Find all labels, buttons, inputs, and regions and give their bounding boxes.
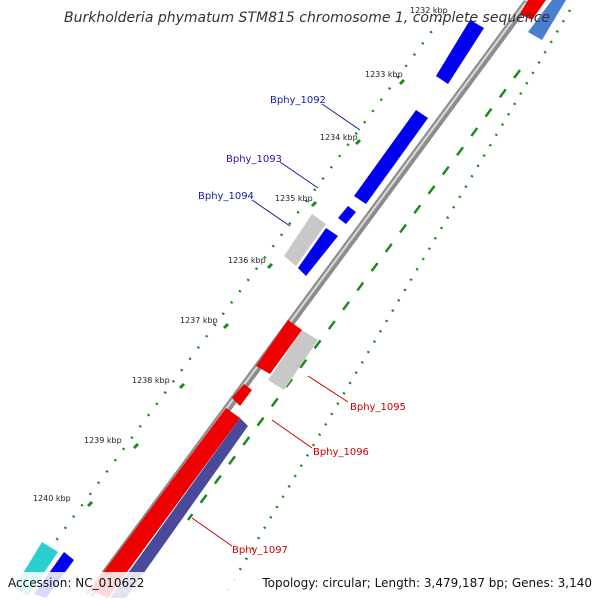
tick-label-1235: 1235 kbp <box>275 194 313 203</box>
tick-label-1233: 1233 kbp <box>365 70 403 79</box>
tick-label-1234: 1234 kbp <box>320 133 358 142</box>
accession-text: Accession: NC_010622 <box>8 576 144 590</box>
gene-feature-bphy-1094[interactable] <box>298 228 338 276</box>
gene-feature-grey-upper[interactable] <box>284 214 326 266</box>
gene-feature-red-upper[interactable] <box>256 320 302 374</box>
gene-label-bphy-1096[interactable]: Bphy_1096 <box>313 447 369 458</box>
gene-label-bphy-1097[interactable]: Bphy_1097 <box>232 545 288 556</box>
tick-label-1236: 1236 kbp <box>228 256 266 265</box>
gene-feature-top-steelblue[interactable] <box>528 0 566 40</box>
gene-feature-bphy-1095[interactable] <box>268 330 318 390</box>
gene-label-bphy-1093[interactable]: Bphy_1093 <box>226 154 282 165</box>
tick-label-1240: 1240 kbp <box>33 494 71 503</box>
tick-label-1239: 1239 kbp <box>84 436 122 445</box>
gene-feature-top-blue[interactable] <box>436 20 484 84</box>
gene-feature-bphy-1096[interactable] <box>232 384 252 406</box>
gene-label-bphy-1095[interactable]: Bphy_1095 <box>350 402 406 413</box>
reverse-features <box>90 0 566 598</box>
outer-tick-ring <box>226 9 572 591</box>
map-title: Burkholderia phymatum STM815 chromosome … <box>64 10 550 26</box>
gene-feature-top-red[interactable] <box>520 0 546 20</box>
tick-label-1232: 1232 kbp <box>410 6 448 15</box>
gene-feature-bphy-1097[interactable] <box>90 408 240 598</box>
gene-feature-bphy-1093[interactable] <box>338 206 356 224</box>
tick-marks <box>86 78 406 508</box>
gene-feature-bphy-1092[interactable] <box>354 110 428 204</box>
tick-label-1237: 1237 kbp <box>180 316 218 325</box>
gene-feature-navy-long[interactable] <box>110 418 248 598</box>
genome-summary-text: Topology: circular; Length: 3,479,187 bp… <box>261 576 592 590</box>
gene-label-bphy-1092[interactable]: Bphy_1092 <box>270 95 326 106</box>
tick-label-1238: 1238 kbp <box>132 376 170 385</box>
gene-label-bphy-1094[interactable]: Bphy_1094 <box>198 191 254 202</box>
footer-background <box>0 572 600 600</box>
label-leaders <box>191 103 361 547</box>
middle-tick-ring <box>16 19 442 593</box>
